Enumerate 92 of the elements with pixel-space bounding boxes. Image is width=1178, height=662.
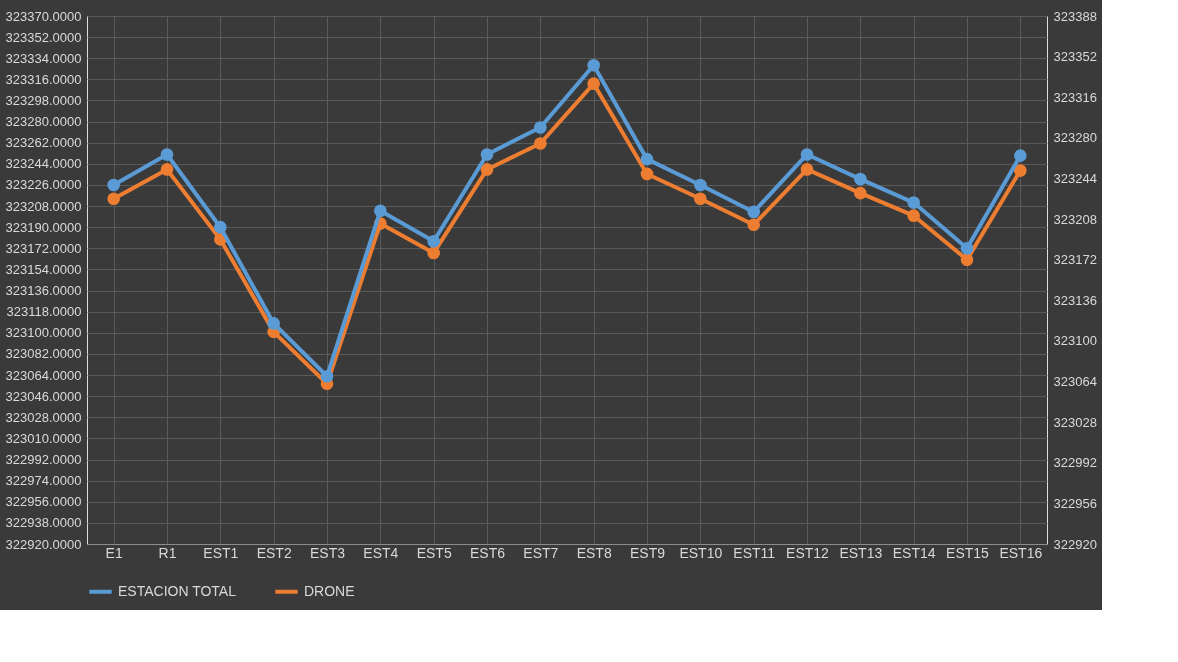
y-tick-label: 323226.0000 bbox=[5, 177, 82, 193]
point bbox=[267, 317, 280, 330]
point bbox=[374, 204, 387, 218]
y-tick-label: 323154.0000 bbox=[5, 261, 82, 277]
point bbox=[534, 137, 547, 150]
point bbox=[160, 148, 174, 161]
y2-tick-label: 323208 bbox=[1053, 211, 1097, 227]
x-tick-label: R1 bbox=[158, 544, 177, 561]
x-tick-label: EST12 bbox=[786, 544, 830, 561]
y-tick-label: 323064.0000 bbox=[5, 367, 82, 383]
x-tick-label: EST15 bbox=[946, 544, 990, 561]
y2-tick-label: 322992 bbox=[1053, 455, 1097, 471]
y-tick-label: 322992.0000 bbox=[5, 452, 82, 468]
x-tick-label: EST7 bbox=[523, 544, 559, 561]
y-tick-label: 323046.0000 bbox=[5, 388, 82, 404]
y2-tick-label: 323244 bbox=[1053, 170, 1097, 186]
y2-tick-label: 322920 bbox=[1053, 536, 1097, 552]
y-tick-label: 323352.0000 bbox=[5, 29, 82, 45]
point bbox=[1014, 149, 1027, 162]
x-tick-label: EST9 bbox=[629, 544, 666, 561]
y2-tick-label: 323028 bbox=[1053, 414, 1097, 430]
x-tick-label: EST11 bbox=[733, 544, 776, 561]
point bbox=[854, 172, 867, 186]
point bbox=[534, 121, 547, 134]
point bbox=[480, 163, 494, 176]
point bbox=[427, 234, 440, 248]
y-tick-label: 322938.0000 bbox=[5, 515, 82, 531]
y2-tick-label: 323280 bbox=[1053, 130, 1097, 146]
point bbox=[107, 192, 120, 206]
point bbox=[907, 209, 920, 222]
y-tick-label: 322974.0000 bbox=[5, 473, 82, 489]
point bbox=[747, 205, 760, 219]
y2-tick-label: 323352 bbox=[1053, 49, 1097, 65]
point bbox=[107, 178, 120, 192]
legend-label: ESTACION TOTAL bbox=[118, 582, 237, 599]
x-tick-label: EST16 bbox=[999, 544, 1043, 561]
point bbox=[587, 58, 600, 72]
point bbox=[960, 242, 974, 255]
point bbox=[907, 196, 920, 209]
y-tick-label: 322920.0000 bbox=[5, 536, 82, 552]
point bbox=[214, 220, 227, 234]
y-tick-label: 323100.0000 bbox=[5, 325, 82, 341]
x-tick-label: EST4 bbox=[363, 544, 399, 561]
x-tick-label: EST6 bbox=[469, 544, 506, 561]
y2-tick-label: 323172 bbox=[1053, 252, 1097, 268]
y-tick-label: 322956.0000 bbox=[5, 494, 82, 510]
point bbox=[1014, 164, 1027, 177]
point bbox=[427, 246, 440, 260]
y-tick-label: 323028.0000 bbox=[5, 409, 82, 425]
point bbox=[320, 369, 334, 383]
y-tick-label: 323190.0000 bbox=[5, 219, 82, 235]
y-tick-label: 323172.0000 bbox=[5, 240, 82, 256]
y-tick-label: 323118.0000 bbox=[6, 304, 82, 320]
y-tick-label: 323298.0000 bbox=[5, 92, 82, 108]
y-tick-label: 323208.0000 bbox=[5, 198, 82, 214]
x-tick-label: EST13 bbox=[839, 544, 883, 561]
y2-tick-label: 323136 bbox=[1053, 292, 1097, 308]
point bbox=[640, 167, 654, 181]
y-tick-label: 323370.0000 bbox=[5, 8, 82, 24]
y-tick-label: 323010.0000 bbox=[5, 430, 82, 446]
y2-tick-label: 323100 bbox=[1053, 333, 1097, 349]
y2-tick-label: 323064 bbox=[1053, 374, 1097, 390]
point bbox=[960, 253, 974, 266]
point bbox=[480, 148, 494, 161]
x-tick-label: EST1 bbox=[203, 544, 239, 561]
point bbox=[694, 178, 707, 192]
y-tick-label: 323244.0000 bbox=[5, 156, 82, 172]
y2-tick-label: 323316 bbox=[1053, 89, 1097, 105]
legend-label: DRONE bbox=[304, 582, 355, 599]
y-tick-label: 323136.0000 bbox=[5, 283, 82, 299]
point bbox=[587, 77, 600, 90]
x-tick-label: EST3 bbox=[309, 544, 346, 561]
point bbox=[800, 148, 814, 161]
y-tick-label: 323262.0000 bbox=[5, 135, 82, 151]
point bbox=[800, 163, 814, 176]
x-tick-label: EST5 bbox=[416, 544, 452, 561]
y-tick-label: 323082.0000 bbox=[5, 346, 82, 362]
y-tick-label: 323334.0000 bbox=[5, 50, 82, 66]
y-tick-label: 323280.0000 bbox=[5, 114, 82, 130]
y-tick-label: 323316.0000 bbox=[5, 71, 82, 87]
y2-tick-label: 322956 bbox=[1053, 495, 1097, 511]
x-tick-label: E1 bbox=[105, 544, 123, 561]
x-tick-label: EST10 bbox=[679, 544, 723, 561]
point bbox=[694, 192, 707, 206]
x-tick-label: EST14 bbox=[892, 544, 936, 561]
point bbox=[160, 163, 174, 176]
x-tick-label: EST2 bbox=[256, 544, 292, 561]
point bbox=[640, 152, 654, 166]
point bbox=[747, 218, 760, 232]
point bbox=[854, 186, 867, 200]
x-tick-label: EST8 bbox=[576, 544, 612, 561]
y2-tick-label: 323388 bbox=[1053, 8, 1097, 24]
